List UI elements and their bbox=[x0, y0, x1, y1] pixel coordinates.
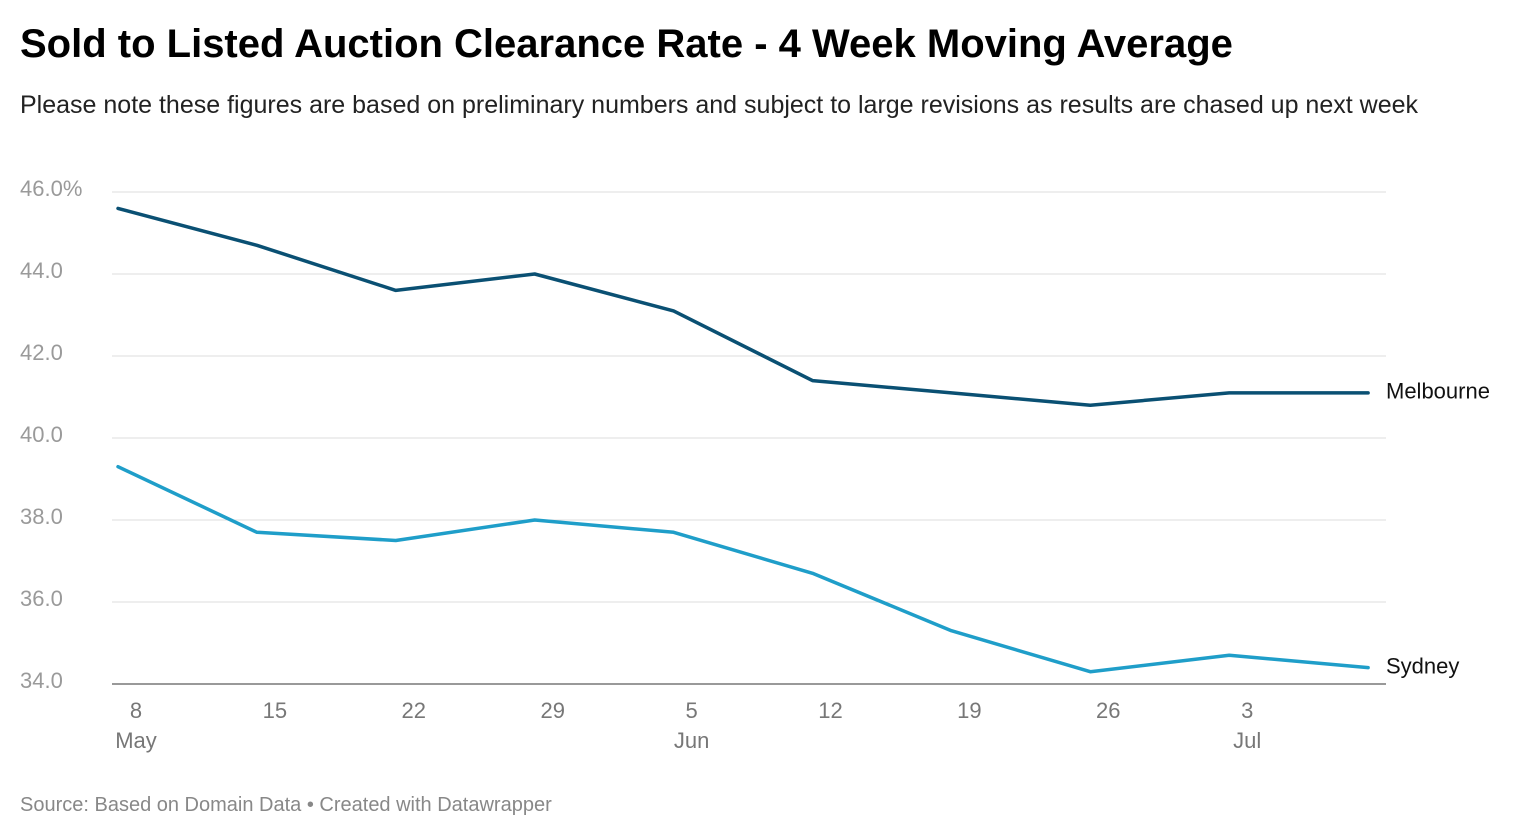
series-line-melbourne bbox=[116, 206, 1370, 407]
chart-subtitle: Please note these figures are based on p… bbox=[20, 91, 1418, 119]
y-axis-ticks: 46.0% 44.0 42.0 40.0 38.0 36.0 34.0 bbox=[20, 176, 82, 693]
x-tick-label: 22 bbox=[402, 698, 426, 723]
y-tick-label: 44.0 bbox=[20, 258, 63, 283]
series-lines bbox=[116, 206, 1370, 674]
series-label-melbourne: Melbourne bbox=[1386, 379, 1490, 404]
x-tick-month-label: May bbox=[115, 728, 157, 753]
x-tick-label: 15 bbox=[263, 698, 287, 723]
y-tick-label: 42.0 bbox=[20, 340, 63, 365]
series-line-sydney bbox=[116, 464, 1370, 674]
gridlines bbox=[112, 191, 1386, 685]
x-tick-label: 12 bbox=[818, 698, 842, 723]
x-tick-label: 5 bbox=[685, 698, 697, 723]
y-tick-label: 38.0 bbox=[20, 504, 63, 529]
x-axis-ticks: 8 May 15 22 29 5 Jun 12 19 26 3 Jul bbox=[115, 698, 1261, 753]
x-tick-label: 19 bbox=[957, 698, 981, 723]
y-tick-label: 36.0 bbox=[20, 586, 63, 611]
footer-separator: • bbox=[301, 794, 320, 816]
x-tick-month-label: Jun bbox=[674, 728, 709, 753]
y-tick-label: 34.0 bbox=[20, 668, 63, 693]
x-tick-label: 26 bbox=[1096, 698, 1120, 723]
chart-title: Sold to Listed Auction Clearance Rate - … bbox=[20, 22, 1233, 66]
chart-footer: Source: Based on Domain Data • Created w… bbox=[20, 794, 552, 817]
footer-source: Source: Based on Domain Data bbox=[20, 794, 302, 816]
y-tick-label: 46.0% bbox=[20, 176, 82, 201]
x-tick-label: 29 bbox=[540, 698, 564, 723]
x-tick-month-label: Jul bbox=[1233, 728, 1261, 753]
x-tick-label: 3 bbox=[1241, 698, 1253, 723]
footer-credit: Created with Datawrapper bbox=[319, 794, 552, 816]
x-tick-label: 8 bbox=[130, 698, 142, 723]
y-tick-label: 40.0 bbox=[20, 422, 63, 447]
series-labels: Melbourne Sydney bbox=[1386, 379, 1490, 679]
series-label-sydney: Sydney bbox=[1386, 653, 1459, 678]
